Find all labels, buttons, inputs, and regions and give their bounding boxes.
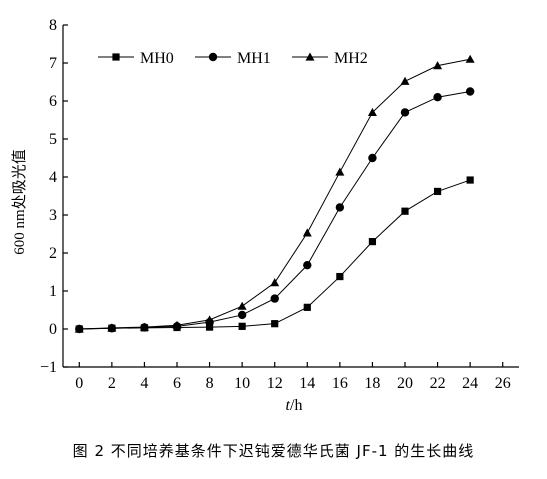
x-tick-label: 18 (364, 375, 380, 392)
data-point-mh0 (238, 322, 246, 330)
data-point-mh2 (107, 323, 117, 332)
data-point-mh1 (270, 294, 279, 303)
series-line-mh2 (79, 58, 471, 330)
y-tick-label: 3 (49, 207, 57, 224)
data-point-mh0 (368, 238, 377, 246)
x-tick-label: 0 (75, 375, 83, 392)
legend-marker-mh2 (305, 52, 315, 61)
x-tick-label: 2 (108, 375, 116, 392)
data-point-mh2 (400, 76, 410, 85)
data-point-mh2 (172, 320, 182, 329)
y-tick-label: 7 (49, 55, 57, 72)
data-point-mh2 (270, 278, 280, 287)
x-tick-label: 20 (397, 375, 413, 392)
data-point-mh0 (401, 207, 409, 215)
data-point-mh2 (74, 324, 84, 333)
data-point-mh2 (367, 107, 377, 116)
data-point-mh2 (205, 315, 215, 324)
data-point-mh0 (271, 320, 279, 328)
data-point-mh2 (139, 322, 149, 331)
legend-label-mh2: MH2 (334, 50, 368, 67)
x-tick-label: 10 (234, 375, 250, 392)
data-point-mh0 (205, 323, 214, 331)
data-point-mh2 (465, 54, 475, 63)
x-tick-label: 8 (206, 375, 214, 392)
y-tick-label: 5 (49, 131, 57, 148)
y-tick-label: −1 (40, 359, 57, 376)
x-tick-label: 12 (267, 375, 283, 392)
data-point-mh1 (400, 108, 410, 117)
data-point-mh2 (433, 61, 443, 70)
y-tick-label: 4 (49, 169, 57, 186)
y-tick-label: 8 (49, 17, 57, 34)
x-tick-label: 22 (430, 375, 446, 392)
series-line-mh1 (79, 91, 471, 330)
x-tick-label: 26 (495, 375, 511, 392)
data-point-mh0 (466, 176, 474, 184)
legend-label-mh0: MH0 (140, 50, 174, 67)
x-tick-label: 14 (299, 375, 315, 392)
y-tick-label: 0 (49, 321, 57, 338)
data-point-mh2 (237, 301, 247, 310)
data-point-mh1 (465, 87, 475, 96)
legend-marker-mh0 (112, 53, 120, 61)
x-tick-label: 6 (173, 375, 181, 392)
data-point-mh0 (336, 272, 344, 281)
y-tick-label: 6 (49, 93, 57, 110)
data-point-mh1 (303, 260, 312, 270)
data-point-mh1 (335, 203, 345, 212)
data-point-mh2 (302, 228, 312, 237)
data-point-mh0 (433, 187, 442, 196)
data-point-mh1 (368, 153, 377, 163)
data-point-mh2 (335, 167, 345, 176)
data-point-mh1 (237, 310, 247, 320)
data-point-mh1 (433, 93, 442, 102)
x-tick-label: 4 (140, 375, 148, 392)
y-axis-label: 600 nm处吸光值 (11, 149, 28, 254)
x-tick-label: 24 (462, 375, 478, 392)
y-tick-label: 2 (49, 245, 57, 262)
figure-caption: 图 2 不同培养基条件下迟钝爱德华氏菌 JF-1 的生长曲线 (72, 442, 475, 460)
data-point-mh0 (303, 303, 311, 311)
legend-label-mh1: MH1 (237, 50, 271, 67)
x-axis-label: t/h (286, 397, 303, 414)
x-tick-label: 16 (332, 375, 348, 392)
y-tick-label: 1 (49, 283, 57, 300)
series-line-mh0 (79, 179, 471, 330)
legend-marker-mh1 (208, 52, 218, 62)
